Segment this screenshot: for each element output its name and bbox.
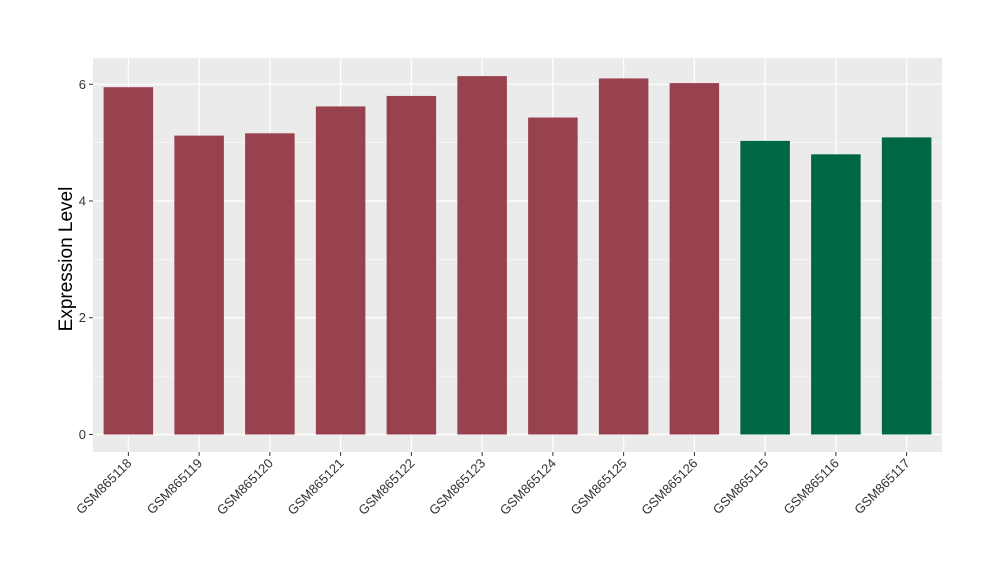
x-tick-label: GSM865119 (144, 456, 206, 518)
bar (245, 133, 295, 435)
bar (457, 76, 507, 435)
x-tick-label: GSM865125 (568, 456, 630, 518)
bar (811, 154, 861, 435)
y-axis-title: Expression Level (56, 187, 77, 332)
x-tick-label: GSM865117 (851, 456, 913, 518)
x-tick-label: GSM865126 (638, 456, 700, 518)
x-tick-label: GSM865123 (426, 456, 488, 518)
x-axis: GSM865118 GSM865119 GSM865120 GSM865121 GSM8… (73, 452, 913, 518)
y-axis: 0 2 4 6 (79, 77, 93, 442)
bar (386, 95, 437, 435)
bar (103, 87, 154, 435)
y-tick-label: 6 (79, 77, 86, 92)
x-tick-label: GSM865120 (214, 456, 276, 518)
x-tick-label: GSM865122 (355, 456, 417, 518)
x-tick-label: GSM865116 (780, 456, 842, 518)
y-tick-label: 2 (79, 310, 86, 325)
x-tick-label: GSM865124 (497, 456, 559, 518)
bars (103, 76, 932, 435)
bar (598, 78, 649, 435)
plot-panel (93, 58, 942, 452)
bar (174, 135, 224, 435)
x-tick-label: GSM865121 (285, 456, 347, 518)
bar (528, 117, 578, 435)
bar (315, 106, 366, 435)
bar (740, 140, 790, 435)
x-tick-label: GSM865118 (73, 456, 135, 518)
x-tick-label: GSM865115 (710, 456, 772, 518)
y-tick-label: 4 (79, 194, 86, 209)
y-tick-label: 0 (79, 427, 86, 442)
bar (669, 83, 720, 435)
bar (881, 137, 932, 435)
